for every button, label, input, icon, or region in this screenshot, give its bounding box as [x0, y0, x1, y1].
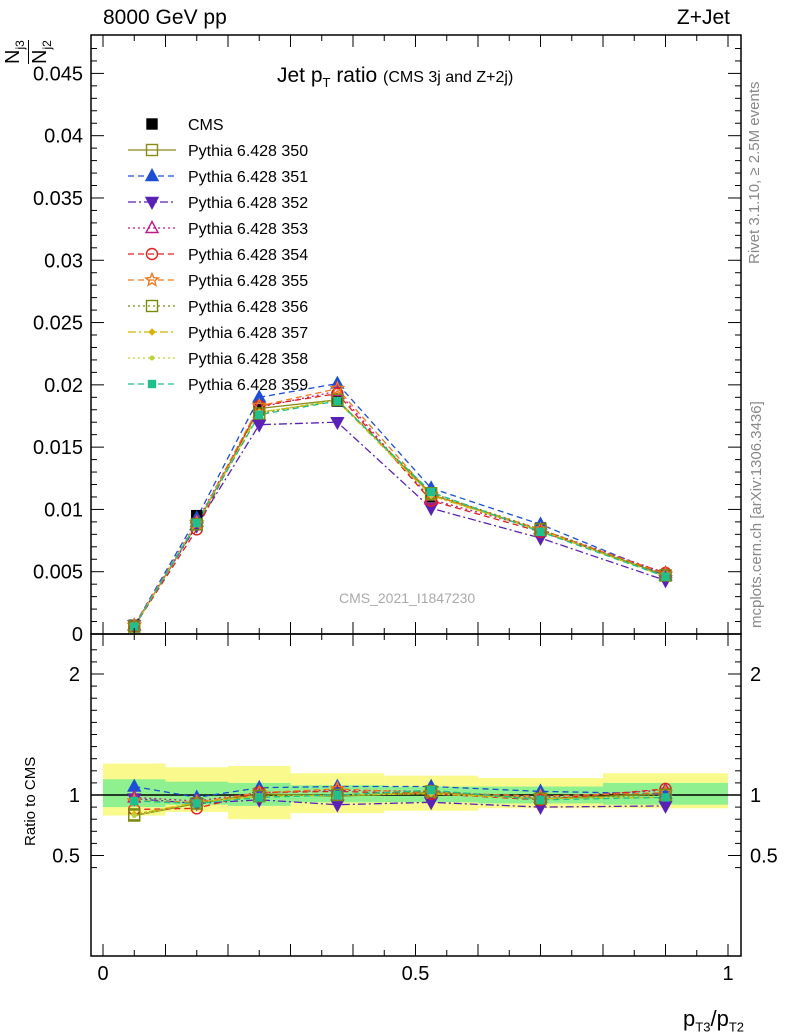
legend-label: Pythia 6.428 354: [188, 247, 308, 264]
legend-label: Pythia 6.428 356: [188, 299, 308, 316]
ratio-point: [190, 797, 203, 810]
ratio-y-tick-label: 2: [69, 664, 80, 686]
data-point: [331, 393, 344, 406]
rivet-label: Rivet 3.1.10, ≥ 2.5M events: [746, 81, 763, 265]
legend-label: CMS: [188, 117, 224, 134]
x-tick-label: 0: [97, 963, 108, 985]
y-tick-label: 0.025: [33, 313, 83, 335]
data-point: [659, 569, 672, 582]
data-point: [252, 419, 267, 433]
legend-label: Pythia 6.428 351: [188, 169, 308, 186]
legend-label: Pythia 6.428 357: [188, 325, 308, 342]
ratio-y-tick-label: 1: [69, 785, 80, 807]
ratio-y-tick-label-right: 1: [750, 785, 761, 807]
y-tick-label: 0: [72, 624, 83, 646]
y-tick-label: 0.045: [33, 63, 83, 85]
y-axis-label-top-denominator: Nj2: [28, 40, 54, 64]
legend-marker: [145, 143, 159, 157]
y-tick-label: 0.035: [33, 188, 83, 210]
data-point: [333, 396, 342, 406]
ratio-point: [130, 796, 139, 806]
legend-label: Pythia 6.428 359: [188, 377, 308, 394]
data-point: [192, 518, 201, 528]
legend-marker: [144, 196, 160, 210]
data-point: [426, 487, 436, 497]
y-tick-label: 0.01: [44, 499, 83, 521]
data-point: [329, 380, 346, 396]
series-markers: [126, 375, 674, 822]
data-point: [255, 410, 264, 419]
mcplots-label: mcplots.cern.ch [arXiv:1306.3436]: [748, 401, 765, 628]
legend-marker: [144, 168, 160, 182]
legend-marker: [144, 271, 160, 287]
ratio-point: [534, 792, 547, 805]
y-tick-label: 0.015: [33, 437, 83, 459]
header-left: 8000 GeV pp: [103, 6, 227, 29]
legend: CMS Pythia 6.428 350 Pythia 6.428 351 Pythi…: [128, 117, 308, 394]
x-tick-label: 0.5: [402, 963, 430, 985]
chart-title: Jet pT ratio (CMS 3j and Z+2j): [277, 64, 514, 91]
legend-marker: [144, 220, 160, 234]
data-point: [423, 502, 439, 517]
legend-marker: [145, 247, 159, 261]
ratio-point: [128, 808, 141, 821]
data-point: [253, 407, 266, 420]
y-tick-label: 0.005: [33, 562, 83, 584]
x-axis-label: pT3/pT2: [683, 1006, 744, 1034]
legend-marker: [149, 355, 155, 361]
analysis-watermark: CMS_2021_I1847230: [339, 590, 476, 606]
data-point: [330, 417, 345, 431]
ratio-point: [131, 813, 137, 819]
y-tick-label: 0.03: [44, 250, 83, 272]
ratio-y-tick-label-right: 0.5: [750, 846, 778, 868]
data-point: [536, 527, 545, 537]
ratio-point: [426, 785, 436, 795]
data-point: [190, 518, 203, 531]
y-axis-label-top: Nj3: [2, 40, 27, 64]
y-axis-label-ratio: Ratio to CMS: [22, 756, 39, 846]
legend-label: Pythia 6.428 352: [188, 195, 308, 212]
axes: 0 0.5 1 0 0.005 0.01 0.015 0.02 0.025 0.03 0.035 0.…: [33, 34, 778, 985]
legend-marker: [146, 118, 158, 130]
ratio-point: [661, 793, 670, 802]
ratio-point: [253, 790, 266, 803]
legend-marker: [148, 328, 156, 336]
ratio-point: [331, 788, 344, 802]
ratio-point: [255, 793, 264, 802]
legend-label: Pythia 6.428 355: [188, 273, 308, 290]
ratio-point: [333, 790, 342, 800]
legend-label: Pythia 6.428 353: [188, 221, 308, 238]
ratio-y-tick-label-right: 2: [750, 664, 761, 686]
y-tick-label: 0.04: [44, 126, 83, 148]
legend-marker: [145, 299, 159, 313]
legend-label: Pythia 6.428 358: [188, 351, 308, 368]
y-tick-label: 0.02: [44, 375, 83, 397]
ratio-y-tick-label: 0.5: [52, 846, 80, 868]
ratio-point: [423, 797, 439, 811]
legend-marker: [147, 379, 157, 389]
ratio-point: [536, 795, 545, 805]
data-point: [661, 572, 670, 581]
x-tick-label: 1: [722, 963, 733, 985]
legend-label: Pythia 6.428 350: [188, 143, 308, 160]
header-right: Z+Jet: [676, 6, 730, 29]
ratio-point: [192, 799, 201, 808]
